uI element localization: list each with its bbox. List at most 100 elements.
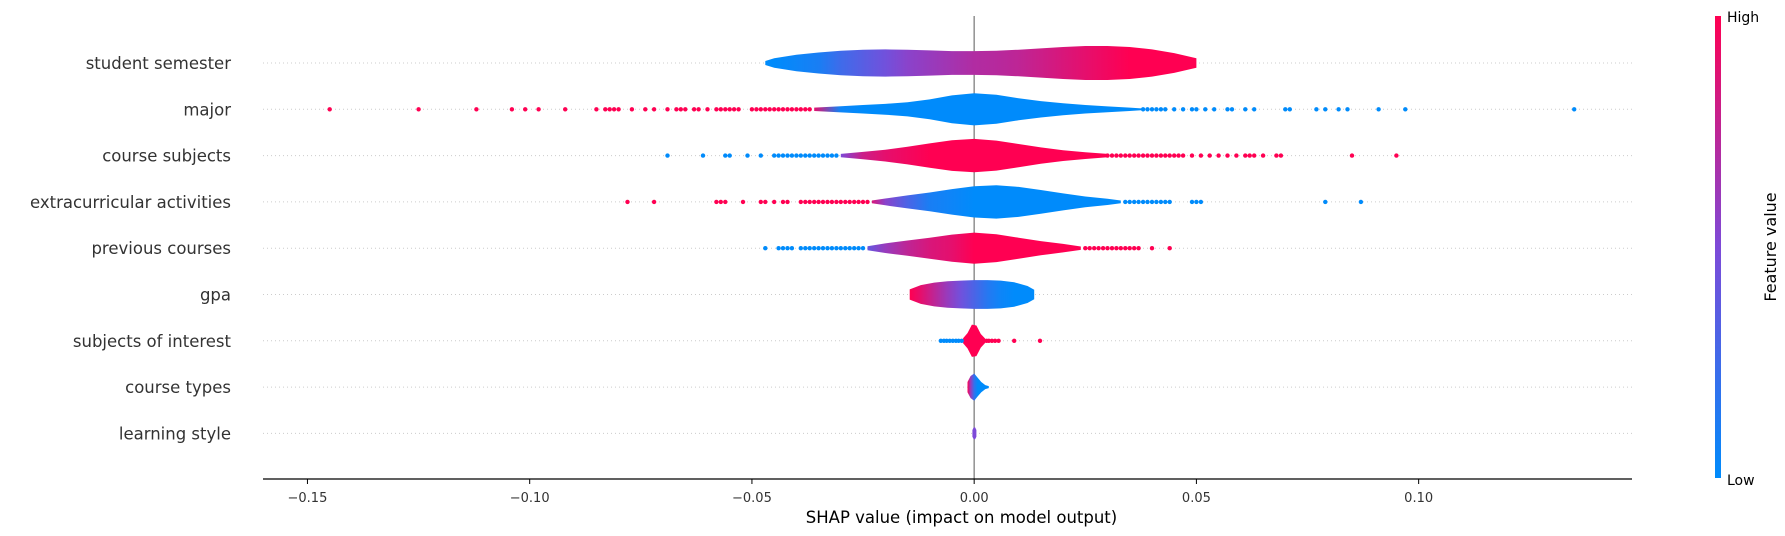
- shap-point: [1132, 153, 1137, 158]
- shap-point: [789, 153, 795, 158]
- shap-point: [594, 107, 599, 112]
- shap-point: [798, 246, 803, 251]
- shap-point: [1163, 153, 1168, 158]
- violin-previous-courses: [867, 232, 1081, 264]
- shap-point: [758, 107, 763, 112]
- shap-point: [794, 153, 799, 158]
- shap-point: [1207, 153, 1212, 158]
- shap-point: [1274, 153, 1279, 158]
- violin-gpa: [909, 280, 1035, 309]
- shap-point: [1087, 246, 1092, 251]
- shap-point: [860, 246, 866, 251]
- shap-point: [803, 153, 808, 158]
- shap-point: [705, 107, 710, 112]
- shap-point: [1140, 153, 1146, 158]
- shap-point: [829, 199, 835, 205]
- shap-point: [1127, 153, 1132, 158]
- shap-point: [665, 107, 670, 112]
- shap-point: [776, 246, 781, 251]
- shap-point: [772, 107, 777, 112]
- shap-point: [727, 153, 732, 158]
- shap-point: [509, 107, 515, 112]
- shap-point: [723, 199, 728, 205]
- x-axis: −0.15 −0.10 −0.05 0.00 0.05 0.10: [263, 478, 1632, 506]
- feature-label: course subjects: [102, 147, 231, 166]
- shap-point: [1092, 246, 1097, 251]
- shap-point: [834, 246, 839, 251]
- shap-point: [865, 199, 870, 205]
- shap-point: [1167, 153, 1172, 158]
- shap-point: [1287, 107, 1293, 112]
- shap-point: [798, 107, 803, 112]
- shap-point: [1203, 107, 1208, 112]
- shap-point: [1172, 153, 1177, 158]
- shap-point: [1189, 199, 1195, 205]
- shap-point: [1123, 153, 1128, 158]
- shap-point: [1132, 199, 1137, 205]
- shap-point: [1145, 107, 1150, 112]
- shap-point: [838, 199, 843, 205]
- shap-point: [1154, 107, 1159, 112]
- shap-point: [718, 199, 723, 205]
- shap-point: [536, 107, 541, 112]
- shap-point: [843, 199, 848, 205]
- shap-point: [807, 107, 812, 112]
- shap-point: [772, 199, 777, 205]
- shap-point: [1225, 107, 1230, 112]
- shap-point: [843, 246, 848, 251]
- feature-label: extracurricular activities: [30, 193, 231, 212]
- shap-point: [820, 199, 826, 205]
- shap-point: [992, 338, 998, 343]
- shap-point: [1216, 153, 1221, 158]
- shap-point: [723, 107, 728, 112]
- shap-point: [563, 107, 568, 112]
- shap-point: [1243, 107, 1248, 112]
- shap-point: [629, 107, 635, 112]
- shap-point: [1136, 153, 1141, 158]
- shap-point: [727, 107, 732, 112]
- shap-point: [1349, 153, 1355, 158]
- shap-point: [780, 153, 786, 158]
- shap-point: [989, 338, 995, 343]
- shap-point: [785, 199, 790, 205]
- shap-point: [829, 246, 835, 251]
- shap-point: [1083, 246, 1088, 251]
- shap-point: [825, 246, 830, 251]
- shap-point: [847, 199, 852, 205]
- shap-point: [847, 246, 852, 251]
- shap-point: [807, 246, 812, 251]
- shap-point: [1167, 246, 1172, 251]
- shap-point: [789, 246, 795, 251]
- shap-point: [1247, 153, 1252, 158]
- colorbar-low-label: Low: [1727, 473, 1755, 489]
- shap-point: [1234, 153, 1239, 158]
- feature-label: course types: [125, 378, 231, 397]
- shap-point: [1140, 107, 1146, 112]
- shap-point: [1323, 199, 1328, 205]
- shap-point: [643, 107, 648, 112]
- shap-point: [816, 199, 821, 205]
- shap-point: [1132, 246, 1137, 251]
- shap-point: [785, 107, 790, 112]
- shap-point: [938, 338, 943, 343]
- shap-point: [1243, 153, 1248, 158]
- shap-point: [1358, 199, 1364, 205]
- shap-point: [1163, 199, 1168, 205]
- x-tick-label: 0.00: [960, 491, 989, 506]
- shap-point: [1180, 153, 1186, 158]
- shap-point: [996, 338, 1001, 343]
- shap-point: [1145, 153, 1150, 158]
- shap-point: [723, 153, 728, 158]
- violin-subjects-of-interest: [963, 324, 986, 357]
- outlier-points: [327, 107, 1577, 343]
- shap-point: [1252, 153, 1257, 158]
- shap-point: [950, 338, 955, 343]
- shap-point: [1109, 153, 1115, 158]
- shap-point: [772, 153, 777, 158]
- shap-point: [674, 107, 679, 112]
- feature-label: student semester: [86, 54, 232, 73]
- shap-point: [1323, 107, 1328, 112]
- shap-point: [1140, 199, 1146, 205]
- shap-point: [803, 199, 808, 205]
- shap-point: [944, 338, 949, 343]
